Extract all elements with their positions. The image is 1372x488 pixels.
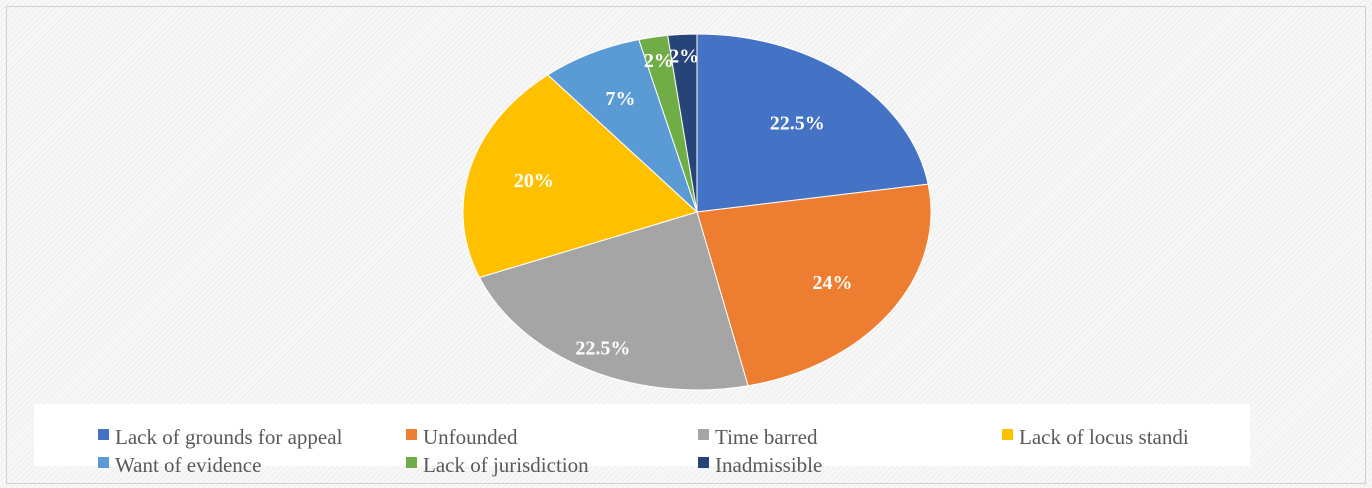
legend-item-4: Lack of locus standi <box>1002 426 1189 448</box>
legend-item-3: Time barred <box>698 426 817 448</box>
data-label-7: 2% <box>669 46 699 68</box>
legend-swatch <box>98 429 109 440</box>
legend-swatch <box>406 457 417 468</box>
legend-label: Lack of grounds for appeal <box>115 425 343 449</box>
data-label-1: 22.5% <box>770 113 825 135</box>
legend-item-1: Lack of grounds for appeal <box>98 426 342 448</box>
data-label-6: 2% <box>644 50 674 72</box>
legend-item-6: Lack of jurisdiction <box>406 454 589 476</box>
data-label-5: 7% <box>606 88 636 110</box>
legend-label: Lack of locus standi <box>1019 425 1189 449</box>
pie-slice-1 <box>696 33 929 213</box>
pie-slice-2 <box>696 183 932 387</box>
pie-slices <box>462 33 932 391</box>
data-label-4: 20% <box>514 170 554 192</box>
chart-frame <box>6 6 1366 484</box>
legend-swatch <box>698 429 709 440</box>
legend-swatch <box>1002 429 1013 440</box>
pie-data-labels: 22.5% 24% 22.5% 20% 7% 2%2% <box>514 46 853 360</box>
legend-label: Time barred <box>715 425 818 449</box>
pie-slice-5 <box>547 39 698 213</box>
chart-legend: Lack of grounds for appeal Unfounded Time … <box>34 404 1250 476</box>
pie-slice-3 <box>478 211 749 391</box>
legend-label: Want of evidence <box>115 453 262 477</box>
legend-swatch <box>98 457 109 468</box>
legend-label: Lack of jurisdiction <box>423 453 589 477</box>
data-label-2: 24% <box>812 272 852 294</box>
legend-swatch <box>698 457 709 468</box>
legend-label: Inadmissible <box>715 453 823 477</box>
legend-item-2: Unfounded <box>406 426 517 448</box>
data-label-3: 22.5% <box>575 337 630 359</box>
pie-slice-7 <box>667 33 698 213</box>
legend-item-5: Want of evidence <box>98 454 261 476</box>
legend-label: Unfounded <box>423 425 518 449</box>
legend-item-7: Inadmissible <box>698 454 822 476</box>
legend-swatch <box>406 429 417 440</box>
pie-slice-4 <box>462 74 698 279</box>
